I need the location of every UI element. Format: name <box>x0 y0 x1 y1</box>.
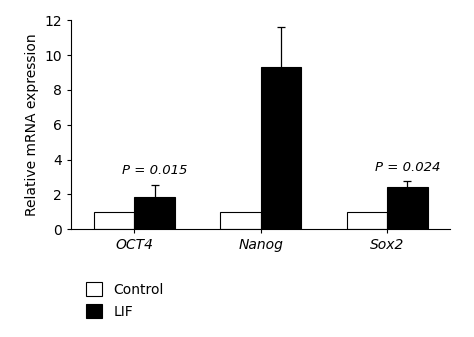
Bar <box>94 212 134 229</box>
Bar <box>134 197 175 229</box>
Text: P = 0.015: P = 0.015 <box>122 164 187 177</box>
Text: P = 0.024: P = 0.024 <box>374 161 440 174</box>
Bar <box>220 212 261 229</box>
Bar <box>346 212 387 229</box>
Y-axis label: Relative mRNA expression: Relative mRNA expression <box>25 33 39 216</box>
Legend: Control, LIF: Control, LIF <box>86 282 164 318</box>
Bar <box>387 187 428 229</box>
Bar <box>261 67 301 229</box>
